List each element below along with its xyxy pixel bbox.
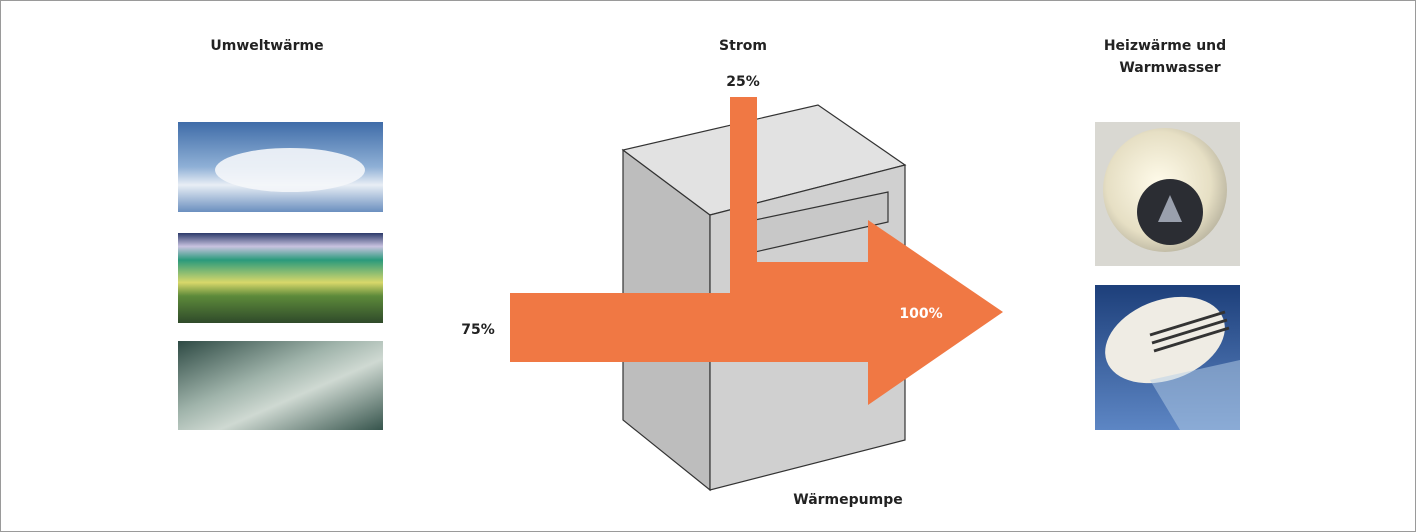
output-share: 100% (899, 306, 942, 322)
output-label: Warmwasser (1119, 60, 1220, 76)
environment-share: 75% (461, 322, 495, 338)
power-label: Strom (719, 38, 767, 54)
field-image (178, 233, 383, 323)
source-label: Umweltwärme (210, 38, 323, 54)
cloud (215, 148, 365, 192)
power-share: 25% (726, 74, 760, 90)
output-label: Heizwärme und (1104, 38, 1226, 54)
device-label: Wärmepumpe (793, 492, 902, 508)
water-image (178, 341, 383, 430)
page: Umweltwärme Strom 25% Heizwärme und Warm… (0, 0, 1416, 532)
diagram: Umweltwärme Strom 25% Heizwärme und Warm… (0, 0, 1416, 532)
